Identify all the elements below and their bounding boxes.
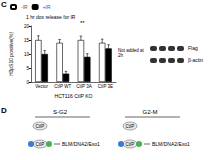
svg-text:CtIP: CtIP (36, 124, 45, 129)
html-text:Flag: Flag (188, 45, 198, 51)
svg-text:CtIP 3A: CtIP 3A (76, 84, 91, 89)
svg-text:BLM/DNA2/Exo1: BLM/DNA2/Exo1 (62, 141, 100, 147)
html-text:C: C (1, 0, 7, 9)
svg-text:+IR: +IR (43, 4, 51, 10)
svg-text:Vector: Vector (35, 84, 48, 89)
svg-text:**: ** (80, 20, 85, 26)
html-text:β-actin: β-actin (188, 57, 204, 63)
svg-text:-IR: -IR (21, 4, 28, 10)
svg-text:1 hr dox release for IR: 1 hr dox release for IR (26, 14, 76, 20)
svg-text:CtIP: CtIP (36, 142, 45, 147)
svg-text:CtIP WT: CtIP WT (54, 84, 71, 89)
svg-text:BLM/DNA2/Exo1: BLM/DNA2/Exo1 (152, 141, 190, 147)
html-text:D: D (1, 106, 7, 115)
svg-text:15: 15 (24, 38, 30, 43)
svg-text:0: 0 (26, 80, 29, 85)
svg-text:Not added at: Not added at (118, 48, 145, 53)
svg-text:G2-M: G2-M (143, 109, 158, 115)
svg-text:HCT116 CtIP KO: HCT116 CtIP KO (55, 93, 93, 99)
svg-text:S-G2: S-G2 (53, 109, 68, 115)
svg-text:CtIP: CtIP (126, 124, 135, 129)
svg-text:CtIP: CtIP (126, 142, 135, 147)
svg-text:5: 5 (26, 66, 29, 71)
svg-text:10: 10 (24, 52, 30, 57)
svg-text:H3pS10 positive(%): H3pS10 positive(%) (8, 32, 14, 77)
svg-text:2h: 2h (118, 53, 124, 58)
svg-text:CtIP 3E: CtIP 3E (98, 84, 113, 89)
svg-text:20: 20 (24, 24, 30, 29)
